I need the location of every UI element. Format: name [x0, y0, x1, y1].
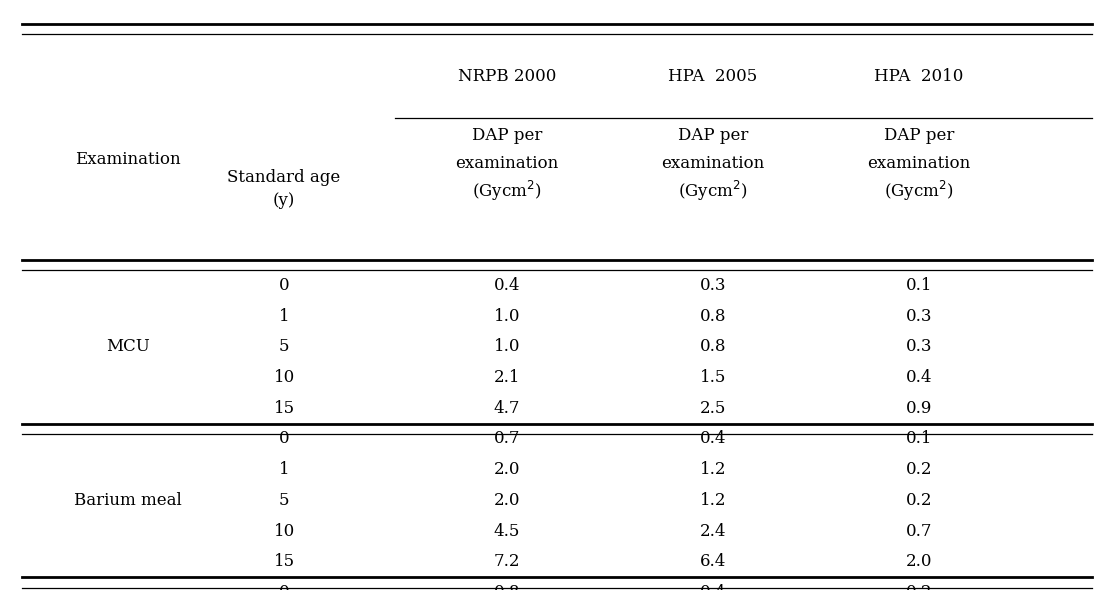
Text: 0.9: 0.9 [906, 400, 932, 417]
Text: 0: 0 [278, 584, 290, 590]
Text: 2.0: 2.0 [906, 553, 932, 570]
Text: 15: 15 [274, 400, 294, 417]
Text: (Gycm$^2$): (Gycm$^2$) [678, 179, 747, 202]
Text: 5: 5 [278, 339, 290, 355]
Text: examination: examination [456, 155, 558, 172]
Text: 1: 1 [278, 308, 290, 325]
Text: 1.2: 1.2 [700, 492, 726, 509]
Text: 0: 0 [278, 277, 290, 294]
Text: 0.1: 0.1 [906, 277, 932, 294]
Text: 1.0: 1.0 [494, 339, 520, 355]
Text: 10: 10 [273, 523, 295, 539]
Text: 0.4: 0.4 [494, 277, 520, 294]
Text: DAP per: DAP per [471, 127, 543, 144]
Text: 0.8: 0.8 [700, 339, 726, 355]
Text: 1.5: 1.5 [700, 369, 726, 386]
Text: 0.3: 0.3 [906, 339, 932, 355]
Text: 0.2: 0.2 [906, 584, 932, 590]
Text: (y): (y) [273, 192, 295, 209]
Text: HPA  2010: HPA 2010 [874, 68, 964, 85]
Text: (Gycm$^2$): (Gycm$^2$) [472, 179, 541, 202]
Text: 1: 1 [278, 461, 290, 478]
Text: 0.8: 0.8 [700, 308, 726, 325]
Text: 4.7: 4.7 [494, 400, 520, 417]
Text: NRPB 2000: NRPB 2000 [458, 68, 556, 85]
Text: 2.0: 2.0 [494, 461, 520, 478]
Text: 0.4: 0.4 [906, 369, 932, 386]
Text: (Gycm$^2$): (Gycm$^2$) [885, 179, 954, 202]
Text: 2.4: 2.4 [700, 523, 726, 539]
Text: 1.2: 1.2 [700, 461, 726, 478]
Text: 6.4: 6.4 [700, 553, 726, 570]
Text: 2.0: 2.0 [494, 492, 520, 509]
Text: 7.2: 7.2 [494, 553, 520, 570]
Text: 2.5: 2.5 [700, 400, 726, 417]
Text: 0: 0 [278, 431, 290, 447]
Text: 0.4: 0.4 [700, 431, 726, 447]
Text: DAP per: DAP per [883, 127, 955, 144]
Text: 0.4: 0.4 [700, 584, 726, 590]
Text: 4.5: 4.5 [494, 523, 520, 539]
Text: examination: examination [662, 155, 764, 172]
Text: examination: examination [868, 155, 970, 172]
Text: Standard age: Standard age [227, 169, 341, 185]
Text: 0.2: 0.2 [906, 461, 932, 478]
Text: 0.7: 0.7 [906, 523, 932, 539]
Text: Barium meal: Barium meal [75, 492, 182, 509]
Text: DAP per: DAP per [677, 127, 749, 144]
Text: Examination: Examination [76, 151, 180, 168]
Text: 1.0: 1.0 [494, 308, 520, 325]
Text: 0.8: 0.8 [494, 584, 520, 590]
Text: 5: 5 [278, 492, 290, 509]
Text: 0.7: 0.7 [494, 431, 520, 447]
Text: 15: 15 [274, 553, 294, 570]
Text: HPA  2005: HPA 2005 [668, 68, 758, 85]
Text: 10: 10 [273, 369, 295, 386]
Text: 2.1: 2.1 [494, 369, 520, 386]
Text: MCU: MCU [106, 339, 150, 355]
Text: 0.2: 0.2 [906, 492, 932, 509]
Text: 0.3: 0.3 [906, 308, 932, 325]
Text: 0.1: 0.1 [906, 431, 932, 447]
Text: 0.3: 0.3 [700, 277, 726, 294]
